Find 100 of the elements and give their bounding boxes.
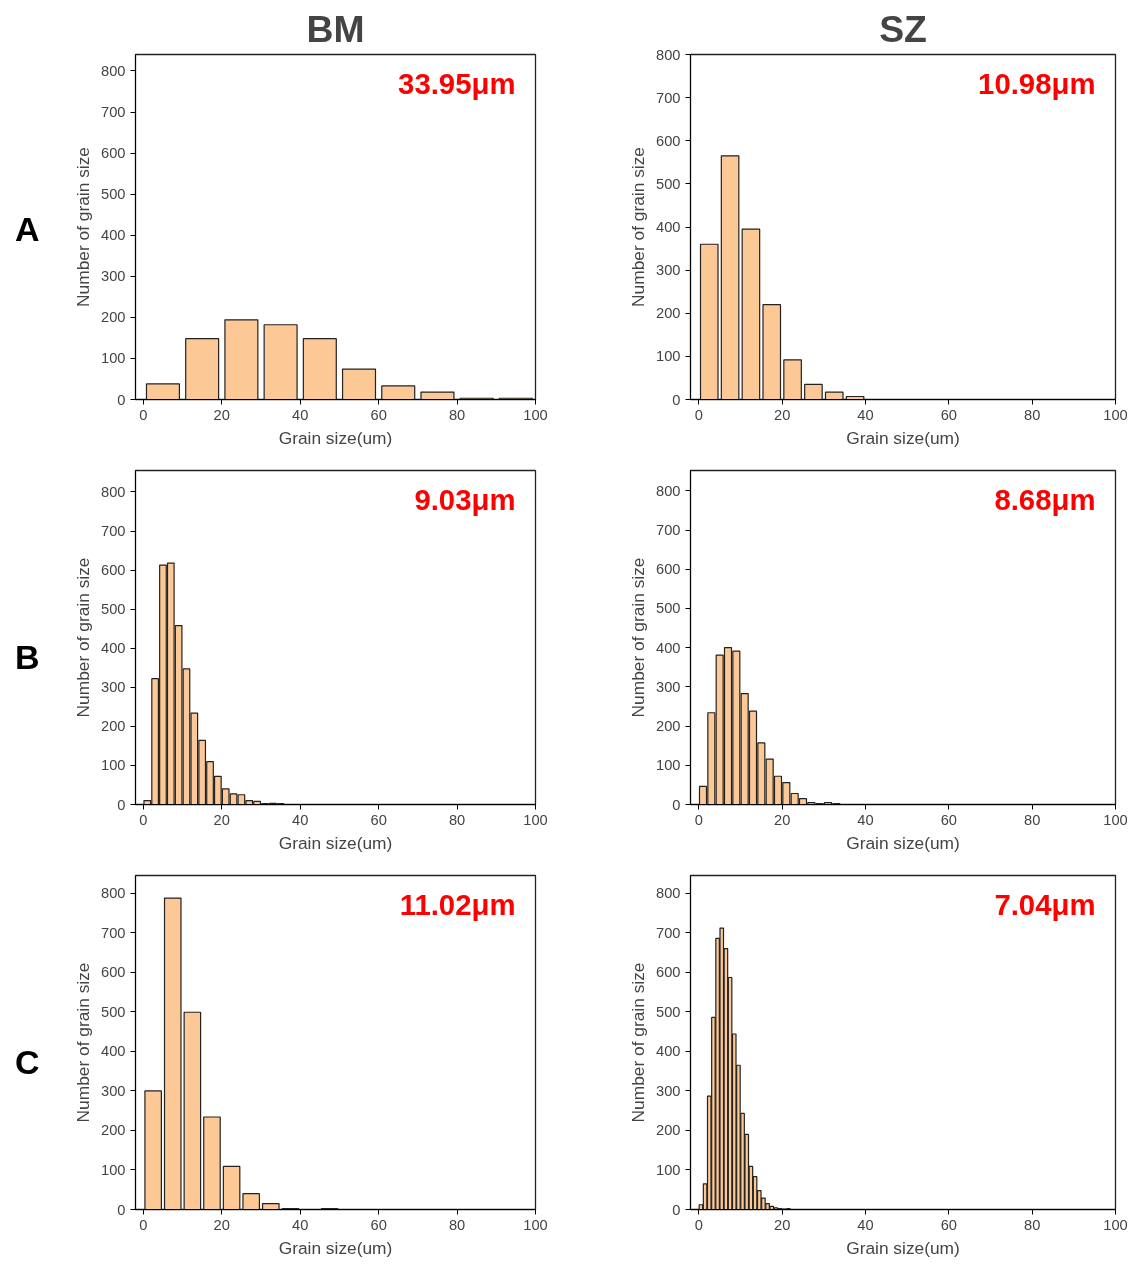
y-tick-label: 500 — [656, 175, 681, 192]
y-axis-title: Number of grain size — [73, 557, 94, 718]
y-tick-label: 500 — [101, 1003, 126, 1020]
y-tick-label: 600 — [101, 562, 126, 579]
y-tick-label: 700 — [101, 104, 126, 120]
y-tick-label: 0 — [672, 391, 681, 408]
x-tick-label: 60 — [940, 811, 957, 828]
y-axis-title: Number of grain size — [628, 962, 649, 1123]
y-tick-label: 800 — [656, 46, 681, 63]
y-tick-label: 700 — [656, 522, 681, 539]
text: B — [15, 636, 40, 678]
y-tick-label: 600 — [101, 145, 126, 162]
x-axis-title: Grain size(um) — [846, 832, 960, 853]
y-tick-label: 500 — [656, 600, 681, 617]
y-tick-label: 200 — [101, 309, 126, 326]
x-tick-label: 60 — [370, 811, 387, 828]
x-tick-label: 40 — [857, 1216, 874, 1233]
y-axis-title: Number of grain size — [628, 557, 649, 718]
x-tick-label: 100 — [1103, 1216, 1128, 1233]
y-tick-label: 300 — [656, 678, 681, 695]
x-tick-label: 0 — [139, 406, 148, 423]
y-tick-label: 100 — [101, 757, 126, 774]
y-tick-label: 100 — [656, 348, 681, 365]
chart-title: SZ — [879, 7, 927, 50]
y-tick-label: 200 — [656, 1122, 681, 1139]
x-tick-label: 20 — [774, 811, 791, 828]
x-tick-label: 80 — [448, 1216, 466, 1233]
x-tick-label: 40 — [857, 406, 874, 423]
y-tick-label: 400 — [656, 1043, 681, 1060]
x-tick-label: 80 — [448, 811, 466, 828]
annotation: 11.02μm — [399, 887, 516, 921]
x-tick-label: 20 — [774, 1216, 791, 1233]
x-tick-label: 0 — [139, 811, 148, 828]
y-tick-label: 700 — [101, 523, 126, 540]
y-tick-label: 300 — [101, 679, 126, 696]
annotation: 10.98μm — [978, 66, 1096, 100]
y-tick-label: 400 — [101, 227, 126, 244]
y-tick-label: 100 — [101, 1161, 126, 1178]
y-tick-label: 600 — [656, 132, 681, 149]
annotation: 9.03μm — [414, 482, 516, 516]
x-tick-label: 60 — [940, 1216, 957, 1233]
y-tick-label: 0 — [672, 796, 681, 813]
x-tick-label: 60 — [940, 406, 957, 423]
x-tick-label: 0 — [694, 406, 703, 423]
y-tick-label: 800 — [656, 482, 681, 499]
x-axis-title: Grain size(um) — [846, 1237, 960, 1258]
x-tick-label: 40 — [292, 1216, 309, 1233]
x-tick-label: 20 — [774, 406, 791, 423]
x-tick-label: 60 — [370, 406, 387, 423]
text: C — [15, 1041, 40, 1083]
y-tick-label: 800 — [656, 885, 681, 902]
x-tick-label: 40 — [292, 406, 309, 423]
x-tick-label: 80 — [1024, 406, 1041, 423]
x-tick-label: 100 — [523, 1216, 548, 1233]
x-tick-label: 40 — [857, 811, 874, 828]
x-tick-label: 60 — [370, 1216, 387, 1233]
y-tick-label: 0 — [672, 1201, 681, 1218]
x-axis-title: Grain size(um) — [278, 1237, 393, 1258]
x-axis-title: Grain size(um) — [846, 427, 960, 448]
chart-title: BM — [306, 7, 365, 50]
x-tick-label: 80 — [448, 406, 466, 423]
y-tick-label: 800 — [101, 885, 126, 902]
y-tick-label: 300 — [101, 268, 126, 285]
y-tick-label: 100 — [656, 1161, 681, 1178]
x-tick-label: 20 — [213, 406, 230, 423]
y-tick-label: 0 — [117, 1201, 126, 1218]
x-tick-label: 100 — [1103, 406, 1128, 423]
x-tick-label: 40 — [292, 811, 309, 828]
y-tick-label: 200 — [101, 718, 126, 735]
y-tick-label: 500 — [101, 601, 126, 618]
y-tick-label: 300 — [101, 1082, 126, 1099]
x-tick-label: 100 — [523, 811, 548, 828]
y-axis-title: Number of grain size — [628, 147, 649, 307]
y-tick-label: 700 — [101, 924, 126, 941]
y-tick-label: 300 — [656, 1082, 681, 1099]
y-axis-title: Number of grain size — [73, 147, 94, 307]
y-tick-label: 400 — [101, 640, 126, 657]
y-tick-label: 500 — [101, 186, 126, 203]
annotation: 8.68μm — [994, 482, 1096, 516]
x-tick-label: 0 — [694, 1216, 703, 1233]
y-tick-label: 200 — [656, 305, 681, 322]
x-tick-label: 80 — [1024, 1216, 1041, 1233]
annotation: 7.04μm — [994, 887, 1096, 921]
annotation: 33.95μm — [398, 66, 516, 100]
y-tick-label: 800 — [101, 62, 126, 79]
y-tick-label: 100 — [101, 350, 126, 367]
y-tick-label: 500 — [656, 1003, 681, 1020]
x-tick-label: 100 — [523, 406, 548, 423]
y-tick-label: 800 — [101, 483, 126, 500]
x-axis-title: Grain size(um) — [278, 427, 393, 448]
x-tick-label: 0 — [694, 811, 703, 828]
x-axis-title: Grain size(um) — [278, 832, 393, 853]
y-tick-label: 0 — [117, 796, 126, 813]
text: A — [15, 209, 40, 250]
y-tick-label: 700 — [656, 924, 681, 941]
y-tick-label: 0 — [117, 391, 126, 408]
y-tick-label: 100 — [656, 757, 681, 774]
y-tick-label: 400 — [656, 219, 681, 235]
y-tick-label: 400 — [101, 1043, 126, 1060]
x-tick-label: 100 — [1103, 811, 1128, 828]
